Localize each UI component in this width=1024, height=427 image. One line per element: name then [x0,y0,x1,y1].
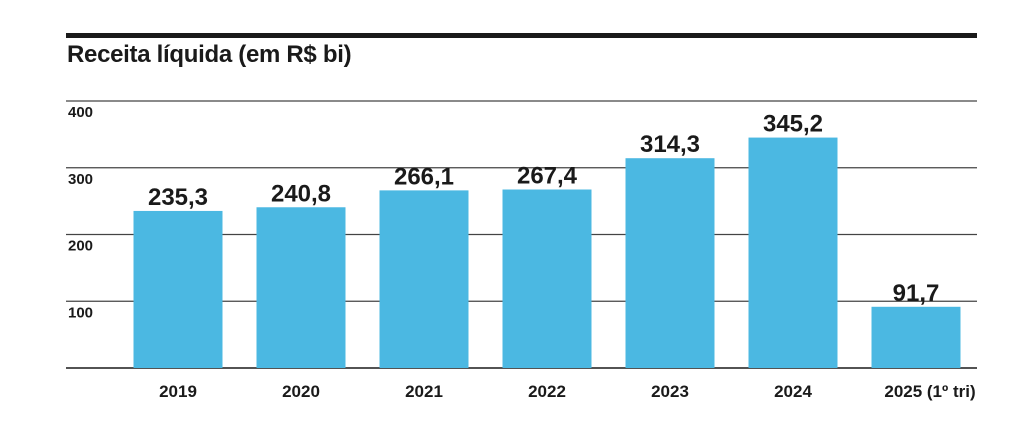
y-tick-label: 400 [68,104,93,121]
bars [133,137,961,368]
bar-2023 [625,158,715,368]
category-label: 2025 (1º tri) [884,382,975,401]
bar-2021 [379,190,469,368]
category-label: 2022 [528,382,566,401]
bar-2022 [502,189,592,368]
value-label: 345,2 [763,111,823,138]
category-label: 2024 [774,382,812,401]
bar-2024 [748,137,838,368]
category-label: 2019 [159,382,197,401]
chart-title: Receita líquida (em R$ bi) [67,41,352,68]
y-tick-label: 200 [68,238,93,255]
value-label: 266,1 [394,163,454,190]
category-label: 2021 [405,382,443,401]
y-tick-label: 300 [68,171,93,188]
y-tick-label: 100 [68,304,93,321]
bar-2020 [256,207,346,368]
value-label: 240,8 [271,180,331,207]
value-label: 267,4 [517,163,578,190]
bar-2025-1-tri- [871,306,961,368]
labels: 100 200 300 400 235,3 2019 240,8 2020 266,1 2021 2… [68,104,976,401]
bar-2019 [133,210,223,368]
top-rule [66,33,977,38]
category-label: 2023 [651,382,689,401]
value-label: 314,3 [640,131,700,158]
value-label: 91,7 [893,280,940,307]
category-label: 2020 [282,382,320,401]
value-label: 235,3 [148,184,208,211]
